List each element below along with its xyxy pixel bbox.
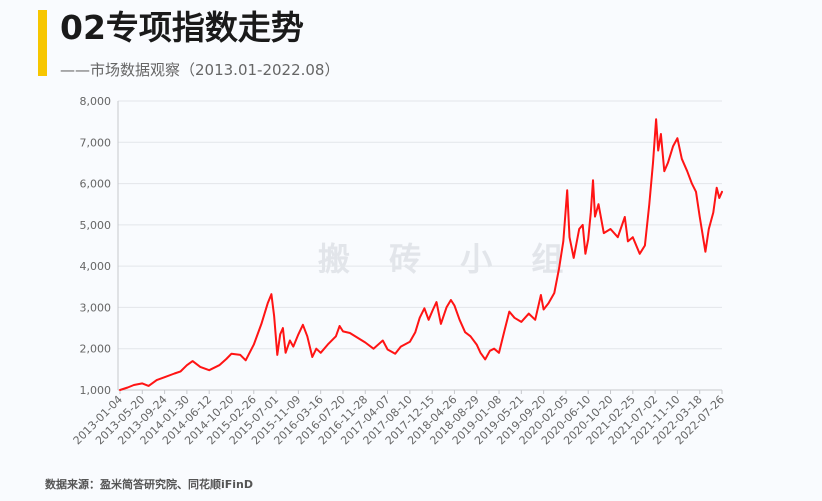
series-line xyxy=(119,118,723,391)
y-tick-label: 8,000 xyxy=(80,95,112,108)
page-title: 02专项指数走势 xyxy=(60,8,304,47)
title-accent-bar xyxy=(38,10,47,76)
y-tick-label: 6,000 xyxy=(80,178,112,191)
y-tick-label: 7,000 xyxy=(80,136,112,149)
y-tick-label: 1,000 xyxy=(80,384,112,397)
y-tick-label: 4,000 xyxy=(80,260,112,273)
y-tick-label: 5,000 xyxy=(80,219,112,232)
y-tick-label: 3,000 xyxy=(80,301,112,314)
y-tick-label: 2,000 xyxy=(80,343,112,356)
page-subtitle: ——市场数据观察（2013.01-2022.08） xyxy=(60,61,340,79)
data-source-note: 数据来源：盈米简答研究院、同花顺iFinD xyxy=(45,478,254,491)
watermark: 搬 砖 小 组 xyxy=(318,240,578,278)
